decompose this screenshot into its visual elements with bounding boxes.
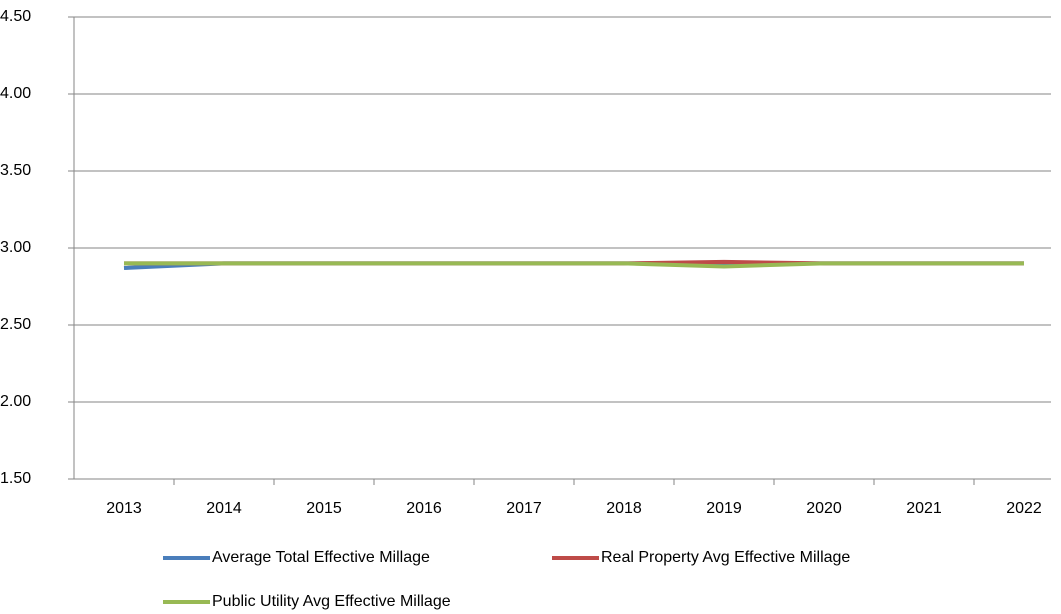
- x-tick-label: 2021: [906, 500, 942, 517]
- legend-label: Average Total Effective Millage: [212, 549, 430, 566]
- x-tick-label: 2016: [406, 500, 442, 517]
- x-tick-label: 2017: [506, 500, 542, 517]
- y-tick-label: 4.50: [0, 8, 31, 25]
- x-tick-label: 2018: [606, 500, 642, 517]
- y-tick-label: 1.50: [0, 470, 31, 487]
- y-tick-label: 4.00: [0, 85, 31, 102]
- x-tick-label: 2015: [306, 500, 342, 517]
- legend-label: Real Property Avg Effective Millage: [601, 549, 850, 566]
- x-tick-label: 2014: [206, 500, 242, 517]
- x-tick-label: 2022: [1006, 500, 1042, 517]
- y-tick-label: 3.50: [0, 162, 31, 179]
- x-tick-label: 2019: [706, 500, 742, 517]
- y-tick-label: 3.00: [0, 239, 31, 256]
- legend-label: Public Utility Avg Effective Millage: [212, 593, 451, 610]
- y-tick-label: 2.50: [0, 316, 31, 333]
- series-line: [124, 261, 1024, 269]
- x-tick-label: 2020: [806, 500, 842, 517]
- y-tick-label: 2.00: [0, 393, 31, 410]
- x-tick-label: 2013: [106, 500, 142, 517]
